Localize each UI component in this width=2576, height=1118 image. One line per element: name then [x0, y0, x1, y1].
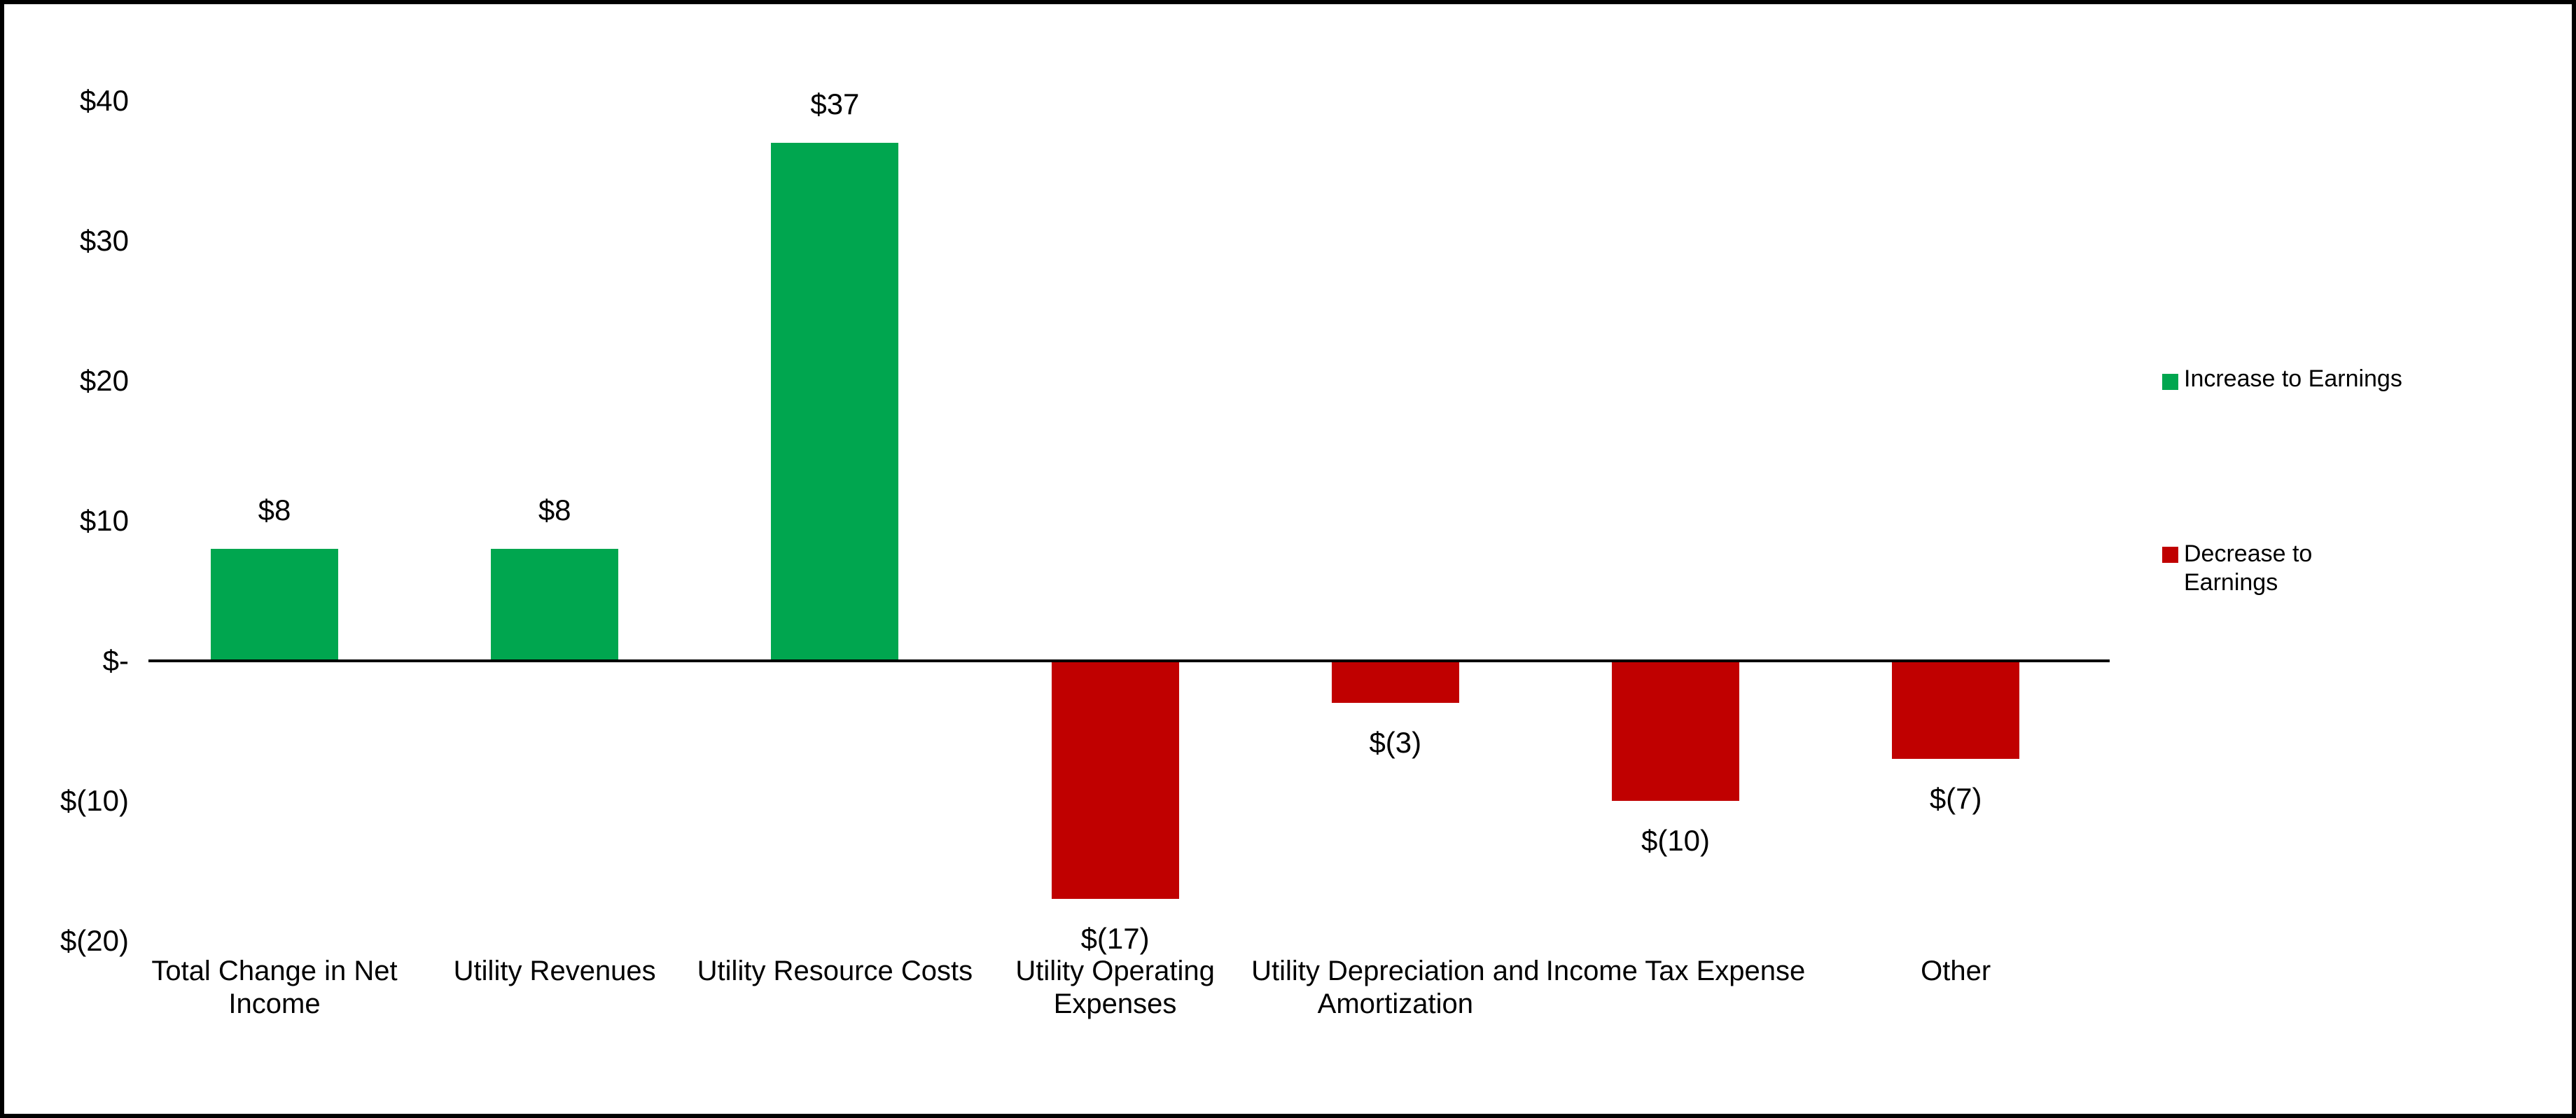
bar-value-label-utility-depreciation-and-amortization: $(3) — [1369, 726, 1422, 759]
bar-value-label-utility-resource-costs: $37 — [810, 88, 860, 120]
y-axis-tick-label-20: $20 — [79, 364, 129, 397]
y-axis-tick-label-10: $(10) — [60, 784, 129, 817]
y-axis-tick-label-10: $10 — [79, 504, 129, 537]
bar-value-label-total-change-in-net-income: $8 — [258, 494, 291, 526]
bar-utility-revenues — [491, 549, 619, 661]
x-axis-line — [148, 659, 2110, 662]
category-label-utility-resource-costs: Utility Resource Costs — [697, 956, 973, 986]
y-axis-tick-label-40: $40 — [79, 84, 129, 117]
category-label-utility-operating-expenses: Utility Operating Expenses — [1015, 956, 1215, 1019]
y-axis-tick-label-30: $30 — [79, 224, 129, 257]
bar-value-label-utility-operating-expenses: $(17) — [1080, 922, 1150, 955]
bar-value-label-income-tax-expense: $(10) — [1641, 824, 1711, 857]
bar-value-label-other: $(7) — [1929, 782, 1982, 815]
category-label-utility-revenues: Utility Revenues — [453, 956, 656, 986]
legend-swatch-increase-to-earnings — [2162, 374, 2178, 390]
bar-income-tax-expense — [1612, 661, 1739, 801]
y-axis-tick-label-20: $(20) — [60, 924, 129, 957]
category-label-income-tax-expense: Income Tax Expense — [1545, 956, 1806, 986]
legend-swatch-decrease-to-earnings — [2162, 547, 2178, 563]
category-label-total-change-in-net-income: Total Change in Net Income — [151, 956, 398, 1019]
bar-total-change-in-net-income — [211, 549, 338, 661]
bar-utility-operating-expenses — [1051, 661, 1179, 899]
bar-value-label-utility-revenues: $8 — [538, 494, 571, 526]
bar-utility-depreciation-and-amortization — [1331, 661, 1459, 703]
bar-utility-resource-costs — [771, 143, 899, 661]
legend-label-decrease-to-earnings: Decrease to Earnings — [2184, 540, 2313, 596]
legend-label-increase-to-earnings: Increase to Earnings — [2184, 365, 2402, 392]
category-label-utility-depreciation-and-amortization: Utility Depreciation and Amortization — [1251, 956, 1540, 1019]
y-axis-tick-label-: $- — [102, 644, 129, 677]
category-label-other: Other — [1921, 956, 1991, 986]
bar-other — [1892, 661, 2020, 759]
